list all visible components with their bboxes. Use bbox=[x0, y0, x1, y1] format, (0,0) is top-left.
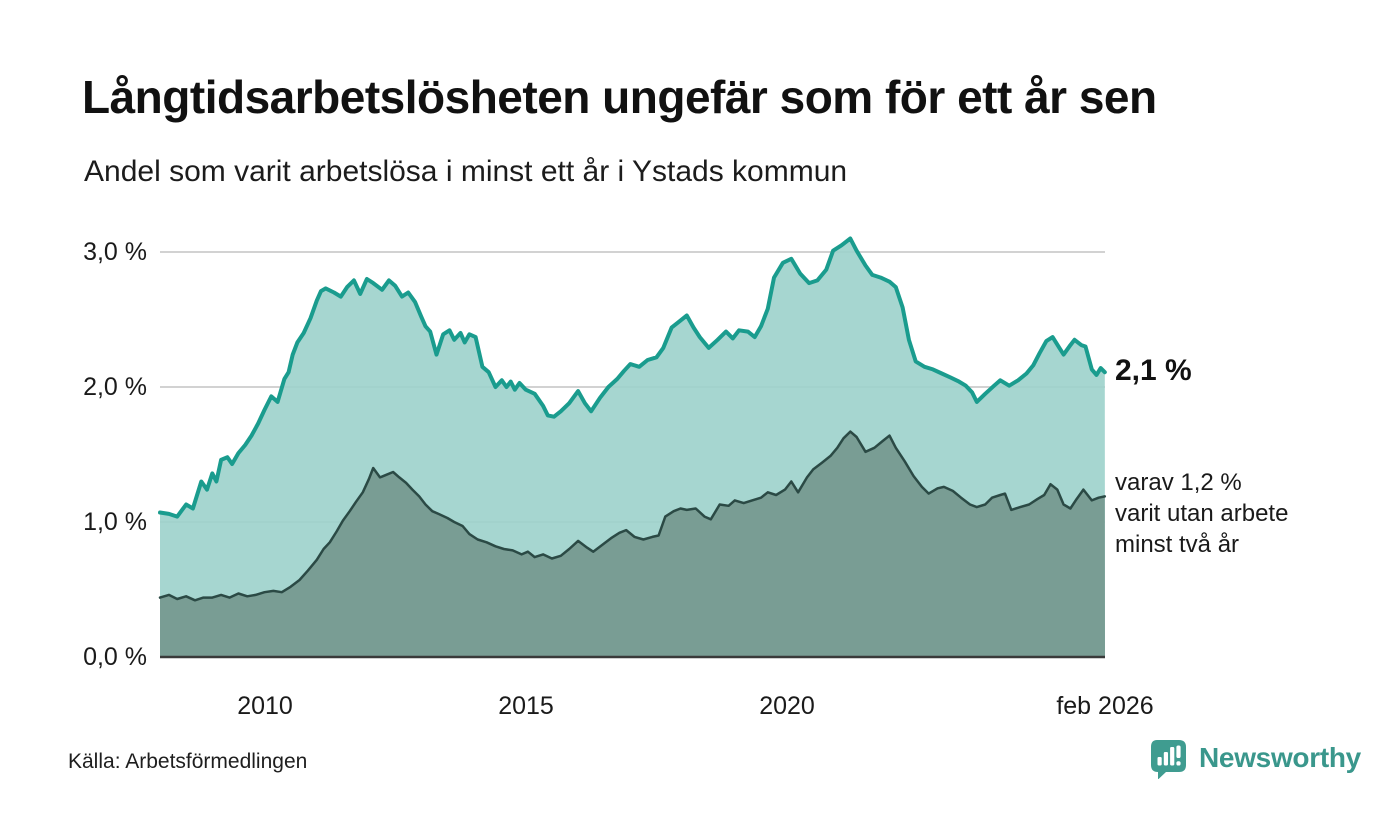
chart-subtitle: Andel som varit arbetslösa i minst ett å… bbox=[84, 155, 848, 188]
y-axis-tick-label: 1,0 % bbox=[83, 508, 147, 536]
line-very-long-term-unemployed bbox=[158, 430, 1107, 602]
x-axis-tick-label: 2010 bbox=[237, 692, 293, 720]
annotation-line: minst två år bbox=[1115, 531, 1240, 559]
y-axis-tick-label: 2,0 % bbox=[83, 373, 147, 401]
source-attribution: Källa: Arbetsförmedlingen bbox=[68, 750, 308, 773]
newsworthy-logo-icon bbox=[1151, 740, 1186, 779]
area-very-long-term-unemployed bbox=[160, 431, 1105, 657]
x-axis-tick-label: feb 2026 bbox=[1056, 692, 1154, 720]
secondary-series-annotation: varav 1,2 % varit utan arbete minst två … bbox=[1115, 467, 1288, 560]
annotation-line: varav 1,2 % bbox=[1115, 469, 1242, 497]
bar-icon bbox=[1170, 747, 1175, 766]
newsworthy-logo: Newsworthy bbox=[1147, 737, 1361, 779]
x-axis-tick-label: 2020 bbox=[759, 692, 815, 720]
series-end-value-label: 2,1 % bbox=[1115, 354, 1192, 388]
page-title: Långtidsarbetslösheten ungefär som för e… bbox=[82, 71, 1157, 123]
y-axis-tick-label: 0,0 % bbox=[83, 643, 147, 671]
x-axis-tick-label: 2015 bbox=[498, 692, 554, 720]
annotation-line: varit utan arbete bbox=[1115, 500, 1289, 528]
bar-icon bbox=[1157, 757, 1162, 766]
exclamation-dot-icon bbox=[1176, 761, 1181, 766]
bar-icon bbox=[1163, 752, 1168, 766]
exclamation-icon bbox=[1176, 745, 1181, 758]
newsworthy-wordmark: Newsworthy bbox=[1199, 742, 1361, 773]
line-long-term-unemployed bbox=[158, 236, 1107, 519]
y-axis-tick-label: 3,0 % bbox=[83, 238, 147, 266]
